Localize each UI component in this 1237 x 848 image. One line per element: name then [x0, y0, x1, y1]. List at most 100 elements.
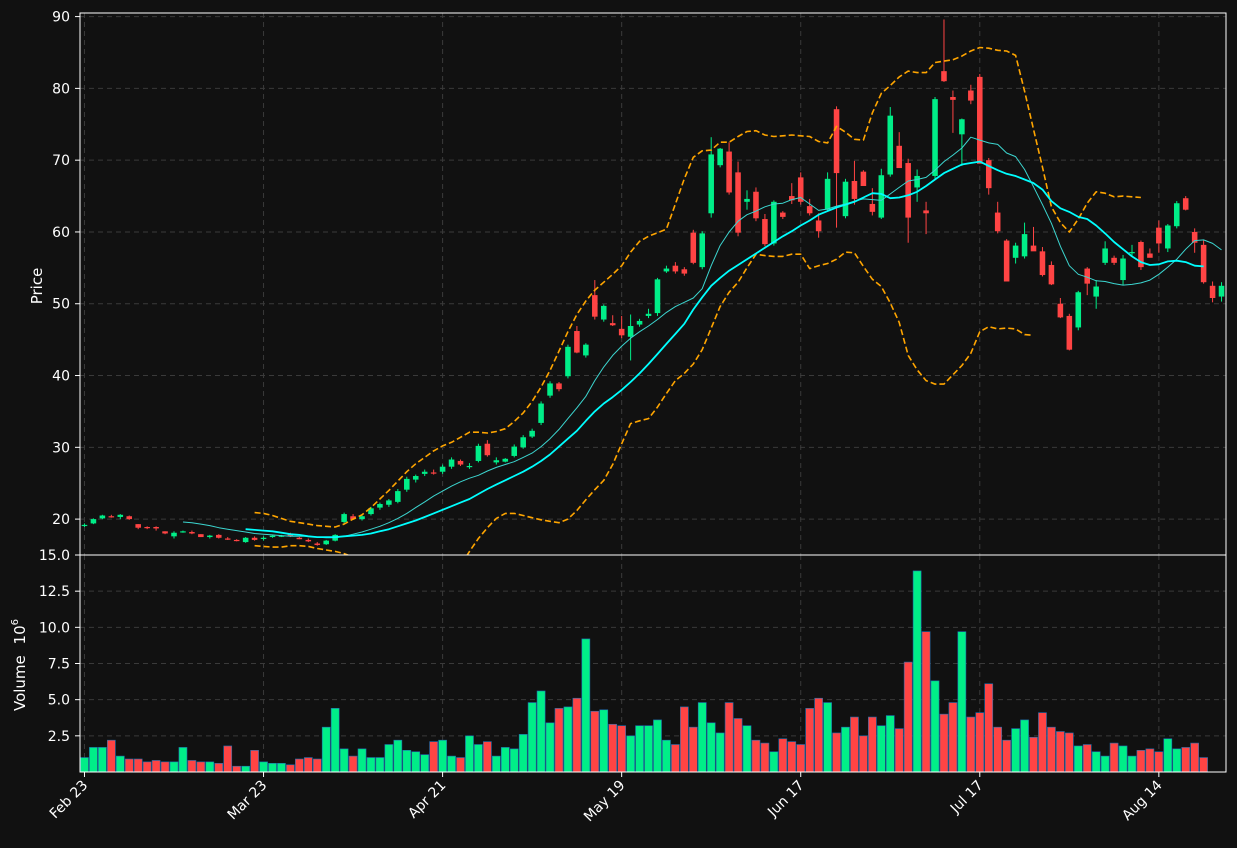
candle-down [672, 262, 679, 274]
volume-bar [715, 732, 725, 773]
volume-bar [456, 757, 465, 773]
candle-body [1012, 245, 1019, 258]
volume-bar [474, 744, 483, 773]
volume-bar [366, 757, 376, 773]
volume-bar [259, 761, 268, 773]
candle-body [1129, 252, 1135, 254]
candle-body [108, 516, 115, 518]
volume-bar [98, 747, 107, 773]
candle-down [1156, 220, 1162, 253]
volume-bar [160, 761, 170, 773]
candle-down [753, 187, 759, 222]
candle-body [520, 437, 526, 448]
volume-axis-label-text: Volume [11, 655, 29, 711]
candle-body [1138, 242, 1144, 268]
volume-bar [966, 716, 976, 773]
candle-up [511, 444, 518, 458]
volume-bar [760, 742, 770, 773]
candle-body [878, 175, 885, 218]
candle-up [439, 464, 446, 474]
volume-bar [921, 631, 931, 773]
volume-bar [885, 715, 895, 773]
candle-body [323, 540, 329, 545]
volume-bar [393, 739, 403, 773]
candle-down [950, 90, 956, 133]
volume-bar [796, 744, 806, 773]
candle-body [968, 90, 974, 101]
candle-down [592, 280, 598, 320]
candle-body [502, 458, 509, 462]
volume-bar [894, 728, 904, 773]
candle-body [806, 206, 813, 214]
candle-up [475, 443, 482, 463]
candle-down [1209, 281, 1216, 303]
candle-up [717, 147, 723, 168]
candle-body [887, 115, 894, 175]
candle-body [753, 191, 759, 219]
candle-up [1093, 280, 1099, 309]
volume-bar [89, 747, 98, 773]
candle-down [1111, 255, 1117, 265]
x-tick-label: Jul 17 [947, 778, 987, 818]
candle-down [314, 542, 321, 546]
bollinger-lower-line [254, 251, 1034, 555]
candle-down [726, 142, 732, 195]
candle-body [287, 534, 294, 537]
volume-bar [142, 761, 152, 773]
volume-bar [930, 680, 940, 773]
volume-bar [778, 738, 788, 773]
candle-body [762, 219, 768, 245]
volume-bar [1172, 748, 1182, 773]
candle-up [1218, 282, 1225, 302]
candle-body [1030, 245, 1037, 252]
candle-body [1173, 203, 1180, 227]
candle-body [1200, 244, 1207, 283]
volume-bar [590, 710, 600, 773]
candle-down [833, 106, 840, 228]
candle-down [941, 19, 947, 82]
candle-body [1156, 227, 1162, 244]
candle-up [663, 265, 670, 273]
candle-body [215, 534, 222, 538]
candle-up [538, 401, 544, 426]
candle-down [108, 514, 115, 518]
candle-down [251, 536, 258, 541]
candle-body [126, 516, 133, 520]
candle-up [395, 488, 401, 504]
candle-body [529, 430, 535, 437]
candle-down [815, 213, 822, 238]
candle-body [81, 524, 88, 527]
volume-bar [420, 754, 430, 773]
volume-bar [832, 732, 841, 773]
volume-bar [662, 739, 671, 773]
volume-bar [411, 751, 421, 773]
candle-up [583, 343, 589, 358]
volume-bar [205, 761, 215, 773]
candle-body [600, 305, 607, 320]
candle-down [556, 381, 562, 392]
candle-down [797, 172, 804, 205]
candle-body [645, 313, 652, 316]
candle-body [395, 491, 401, 502]
volume-bar [1181, 747, 1191, 773]
candle-body [278, 535, 285, 537]
price-tick-label: 20 [52, 512, 70, 528]
candle-body [314, 543, 321, 545]
candle-down [923, 201, 929, 235]
volume-bar [527, 702, 537, 773]
candle-body [198, 534, 204, 538]
candle-body [1102, 248, 1108, 263]
volume-bar [232, 765, 242, 773]
volume-bar [1029, 736, 1038, 773]
candle-body [412, 476, 419, 480]
candle-down [762, 214, 768, 247]
volume-bar [1163, 738, 1173, 773]
volume-bar [751, 739, 761, 773]
volume-bar [1020, 719, 1029, 773]
candle-up [1102, 241, 1108, 265]
candle-up [1129, 244, 1135, 256]
candle-up [502, 458, 509, 463]
candle-down [1003, 239, 1010, 282]
volume-bar [1073, 745, 1083, 773]
x-tick-label: Apr 21 [405, 778, 449, 822]
